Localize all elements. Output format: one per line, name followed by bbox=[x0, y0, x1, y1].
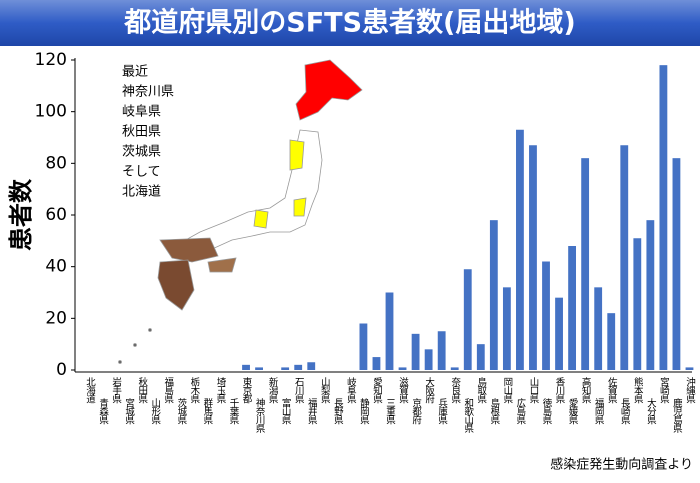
bar bbox=[672, 158, 681, 370]
x-tick-label: 広島県 bbox=[514, 397, 526, 425]
bar bbox=[463, 269, 472, 370]
x-tick-label: 長野県 bbox=[332, 398, 344, 425]
annotation-line: そして bbox=[122, 165, 161, 180]
y-axis-title: 患者数 bbox=[7, 178, 35, 251]
y-tick-label: 120 bbox=[35, 50, 67, 70]
x-tick-label: 奈良県 bbox=[449, 376, 461, 404]
y-tick-label: 40 bbox=[45, 257, 67, 277]
x-tick-label: 島根県 bbox=[488, 397, 500, 425]
bar bbox=[633, 238, 642, 370]
annotation-line: 岐阜県 bbox=[122, 104, 161, 120]
x-tick-label: 鹿児島県 bbox=[671, 397, 683, 434]
bar bbox=[294, 364, 303, 370]
chart-title: 都道府県別のSFTS患者数(届出地域) bbox=[123, 7, 575, 39]
map bbox=[118, 59, 363, 364]
x-tick-label: 三重県 bbox=[384, 398, 396, 425]
x-tick-label: 岩手県 bbox=[110, 376, 122, 404]
title-banner bbox=[0, 0, 700, 46]
annotation-line: 茨城県 bbox=[122, 145, 161, 160]
bar bbox=[685, 367, 694, 370]
x-tick-label: 富山県 bbox=[280, 397, 292, 425]
x-tick-label: 愛媛県 bbox=[567, 397, 579, 425]
x-tick-label: 茨城県 bbox=[175, 397, 187, 425]
y-tick-label: 0 bbox=[56, 360, 67, 380]
x-tick-label: 秋田県 bbox=[136, 376, 148, 404]
x-tick-label: 兵庫県 bbox=[436, 397, 448, 425]
bar bbox=[594, 287, 603, 370]
x-tick-label: 京都府 bbox=[410, 397, 422, 425]
x-tick-label: 長崎県 bbox=[619, 398, 631, 425]
x-tick-label: 宮崎県 bbox=[658, 376, 670, 404]
y-tick-label: 20 bbox=[45, 308, 67, 328]
bar bbox=[568, 246, 577, 370]
x-tick-label: 福島県 bbox=[162, 376, 174, 404]
bar bbox=[372, 357, 381, 370]
bar bbox=[542, 261, 550, 370]
x-tick-label: 沖縄県 bbox=[684, 376, 696, 404]
x-tick-label: 埼玉県 bbox=[214, 376, 226, 404]
x-tick-label: 宮城県 bbox=[123, 397, 135, 425]
x-tick-label: 香川県 bbox=[554, 377, 566, 404]
x-tick-label: 千葉県 bbox=[227, 398, 239, 425]
x-tick-label: 新潟県 bbox=[267, 376, 279, 404]
annotation-line: 最近 bbox=[122, 65, 148, 80]
x-tick-label: 神奈川県 bbox=[254, 397, 266, 434]
x-tick-label: 佐賀県 bbox=[606, 376, 618, 404]
x-tick-label: 和歌山県 bbox=[462, 398, 474, 434]
bar bbox=[555, 297, 563, 370]
x-tick-label: 北海道 bbox=[84, 377, 96, 404]
x-tick-label: 山梨県 bbox=[319, 377, 331, 404]
y-tick-label: 80 bbox=[45, 153, 67, 173]
bar bbox=[489, 220, 498, 370]
bar bbox=[307, 362, 316, 370]
bar bbox=[502, 287, 511, 370]
bar bbox=[255, 367, 263, 370]
bar bbox=[581, 158, 590, 370]
bar bbox=[450, 367, 459, 370]
bar bbox=[437, 331, 446, 370]
x-tick-label: 高知県 bbox=[580, 376, 592, 404]
y-tick-label: 100 bbox=[35, 102, 67, 122]
source: 感染症発生動向調査より bbox=[550, 457, 693, 473]
x-tick-label: 大分県 bbox=[645, 397, 657, 425]
bar bbox=[281, 367, 290, 370]
x-tick-label: 石川県 bbox=[293, 377, 305, 404]
bar bbox=[646, 220, 655, 370]
x-tick-label: 静岡県 bbox=[358, 397, 370, 425]
bar bbox=[529, 145, 537, 370]
bar bbox=[659, 65, 668, 371]
bar bbox=[242, 364, 250, 370]
annotation-line: 神奈川県 bbox=[122, 85, 174, 100]
x-tick-label: 福岡県 bbox=[593, 397, 605, 425]
bar bbox=[411, 333, 420, 370]
bar bbox=[359, 323, 368, 370]
x-tick-label: 山口県 bbox=[527, 377, 539, 404]
bar bbox=[385, 292, 394, 370]
x-tick-label: 青森県 bbox=[97, 397, 109, 425]
bar bbox=[398, 367, 407, 370]
x-tick-label: 徳島県 bbox=[541, 397, 553, 425]
x-tick-label: 岐阜県 bbox=[345, 376, 357, 404]
x-tick-label: 福井県 bbox=[306, 397, 318, 425]
x-tick-label: 鳥取県 bbox=[475, 376, 487, 404]
x-tick-label: 東京都 bbox=[241, 376, 253, 404]
x-tick-label: 愛知県 bbox=[371, 376, 383, 404]
x-tick-label: 岡山県 bbox=[501, 377, 513, 404]
x-tick-label: 大阪府 bbox=[423, 376, 435, 404]
bar bbox=[476, 344, 485, 370]
x-tick-label: 群馬県 bbox=[201, 397, 213, 425]
x-tick-label: 山形県 bbox=[149, 398, 161, 425]
bar bbox=[424, 349, 433, 370]
annotation-line: 北海道 bbox=[122, 185, 161, 200]
bar bbox=[516, 129, 524, 370]
y-tick-label: 60 bbox=[45, 205, 67, 225]
bar bbox=[620, 145, 629, 370]
x-tick-label: 栃木県 bbox=[188, 376, 200, 404]
annotation-line: 秋田県 bbox=[122, 125, 161, 140]
x-tick-label: 熊本県 bbox=[632, 376, 644, 404]
bar bbox=[607, 313, 616, 370]
x-tick-label: 滋賀県 bbox=[397, 376, 409, 404]
